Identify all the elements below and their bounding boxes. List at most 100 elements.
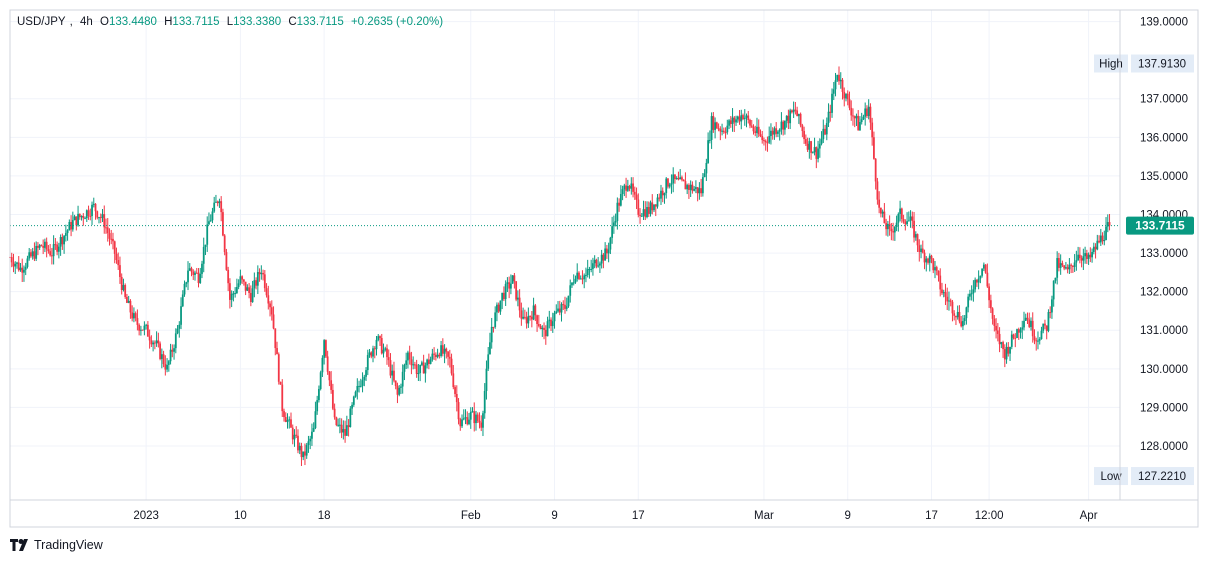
candle-body [173, 348, 175, 352]
candle-body [714, 122, 716, 130]
open-value: 133.4480 [108, 16, 157, 28]
candle-body [1049, 312, 1052, 314]
candle-body [314, 411, 317, 429]
candle-body [391, 370, 394, 376]
price-tick-label: 137.0000 [1140, 94, 1188, 106]
candle-body [546, 321, 549, 337]
candle-body [293, 434, 296, 440]
candle-body [164, 364, 167, 370]
candle-body [410, 359, 413, 366]
candle-body [729, 120, 732, 125]
candle-body [291, 427, 294, 440]
candle-body [141, 329, 144, 331]
price-tick-label: 132.0000 [1140, 287, 1188, 299]
candle-body [89, 215, 92, 217]
candle-body [885, 223, 888, 230]
candle-body [340, 424, 343, 433]
candle-body [949, 300, 952, 302]
candle-body [1030, 320, 1032, 327]
candle-body [696, 187, 699, 194]
candle-body [441, 345, 444, 354]
candle-body [120, 276, 123, 290]
candle-body [937, 270, 940, 276]
candle-body [232, 293, 235, 295]
candle-body [431, 353, 434, 360]
candle-body [616, 202, 619, 222]
candle-body [312, 428, 315, 432]
candle-body [515, 281, 518, 300]
candle-body [139, 329, 142, 331]
candle-body [906, 221, 908, 225]
candle-body [256, 272, 259, 286]
candle-body [750, 125, 753, 127]
time-axis[interactable]: 2023 10 18 Feb 9 17 Mar 9 17 12:00 Apr [133, 510, 1097, 522]
candle-body [970, 293, 973, 295]
candle-body [468, 419, 470, 425]
candle-body [117, 260, 120, 266]
candle-body [403, 364, 406, 372]
candle-body [438, 354, 441, 356]
candle-body [1078, 254, 1081, 259]
candle-body [705, 162, 708, 174]
candle-body [675, 178, 678, 180]
candle-body [1014, 337, 1017, 339]
candle-body [960, 321, 963, 327]
candle-body [637, 199, 640, 215]
candle-body [166, 364, 168, 370]
candle-body [356, 386, 359, 392]
candle-body [911, 216, 914, 221]
candle-body [602, 254, 605, 261]
candle-body [253, 280, 256, 289]
candle-body [534, 305, 537, 316]
candle-body [742, 115, 744, 120]
candle-body [708, 139, 711, 141]
candle-body [436, 354, 439, 357]
candle-body [857, 115, 860, 131]
candle-body [558, 308, 561, 313]
price-tick-label: 129.0000 [1140, 402, 1188, 414]
high-marker-value-bg [1131, 54, 1194, 73]
candle-body [1071, 265, 1074, 267]
candle-body [24, 266, 27, 270]
candle-body [365, 370, 367, 377]
candle-body [267, 295, 270, 304]
candle-body [681, 177, 683, 180]
time-tick-label: 10 [234, 510, 247, 522]
candle-body [876, 181, 879, 200]
time-tick-label: Feb [461, 510, 481, 522]
low-marker-label: Low [1100, 471, 1122, 483]
candle-body [426, 359, 429, 366]
candle-body [478, 420, 481, 423]
candle-body [351, 404, 353, 409]
candle-body [572, 282, 575, 284]
price-tick-label: 136.0000 [1140, 132, 1188, 144]
candle-body [61, 237, 64, 245]
candle-body [663, 193, 666, 196]
candle-body [85, 210, 88, 219]
price-axis[interactable]: 139.0000137.0000136.0000135.0000134.0000… [1140, 17, 1188, 453]
candle-body [445, 348, 448, 352]
tradingview-logo-icon [10, 539, 28, 551]
candle-body [40, 245, 43, 247]
candle-body [914, 234, 917, 238]
candle-body [1082, 256, 1085, 261]
tradingview-branding[interactable]: TradingView [10, 538, 103, 552]
candle-body [740, 115, 743, 122]
candle-body [619, 194, 622, 206]
candle-body [516, 297, 519, 300]
candle-body [694, 187, 697, 189]
time-tick-label: 17 [925, 510, 938, 522]
symbol-legend[interactable]: USD/JPY, 4h O133.4480 H133.7115 L133.338… [17, 16, 447, 28]
candle-body [230, 293, 233, 300]
candle-body [989, 300, 992, 309]
candle-body [581, 278, 584, 280]
candle-body [302, 451, 305, 458]
candle-body [544, 329, 547, 337]
candle-body [197, 272, 200, 283]
candle-body [571, 282, 573, 286]
candle-body [700, 188, 703, 194]
candle-body [87, 210, 90, 216]
candle-body [859, 122, 861, 131]
candle-body [319, 372, 322, 389]
